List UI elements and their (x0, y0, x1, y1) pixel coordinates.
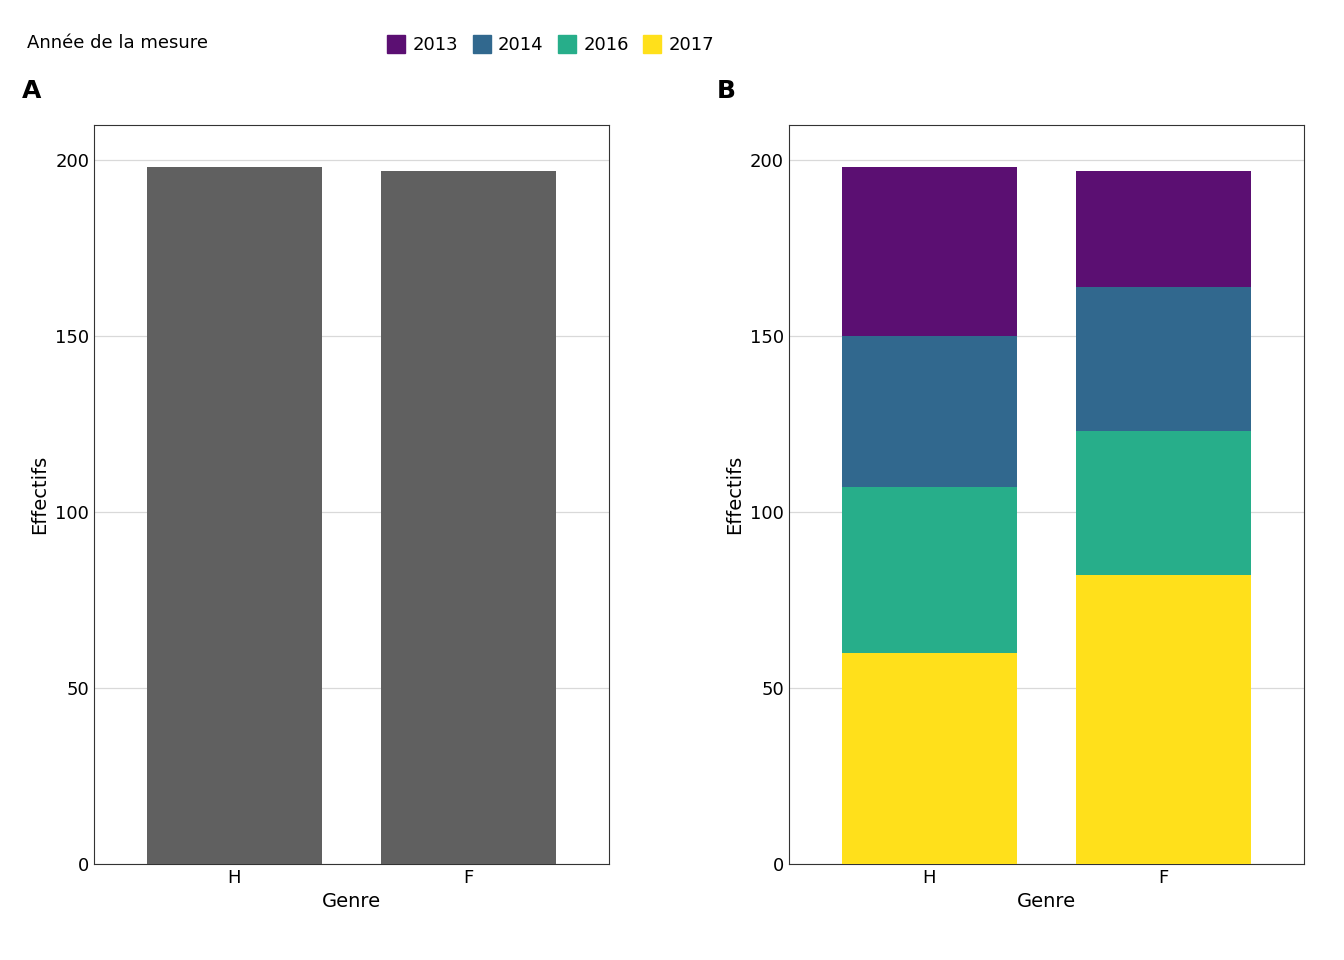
X-axis label: Genre: Genre (321, 893, 380, 911)
Bar (1075, 575, 1251, 864)
Bar (1075, 431, 1251, 575)
Y-axis label: Effectifs: Effectifs (31, 455, 50, 534)
Legend: 2013, 2014, 2016, 2017: 2013, 2014, 2016, 2017 (386, 33, 716, 56)
Bar (841, 653, 1017, 864)
Bar (841, 167, 1017, 336)
Text: B: B (716, 79, 737, 103)
Bar (841, 488, 1017, 653)
X-axis label: Genre: Genre (1017, 893, 1077, 911)
Bar (380, 171, 556, 864)
Bar (841, 336, 1017, 488)
Text: A: A (22, 79, 42, 103)
Bar (1075, 287, 1251, 431)
Y-axis label: Effectifs: Effectifs (726, 455, 745, 534)
Text: Année de la mesure: Année de la mesure (27, 35, 208, 52)
Bar (146, 167, 323, 864)
Bar (1075, 171, 1251, 287)
